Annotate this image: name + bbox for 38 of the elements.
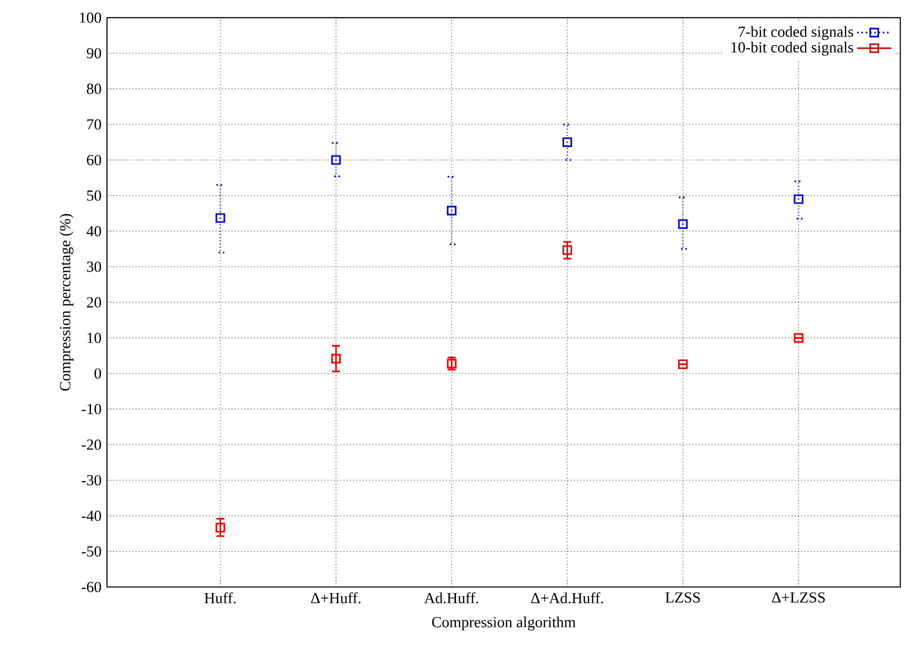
legend-label: 10-bit coded signals	[732, 42, 854, 56]
y-tick-label: 30	[87, 262, 102, 272]
point	[794, 194, 804, 204]
x-tick-label: Huff.	[204, 592, 236, 604]
point	[216, 522, 226, 532]
x-tick-label: Ad.Huff.	[424, 592, 478, 604]
y-axis-title: Compression percentage (%)	[60, 214, 74, 391]
y-tick-label: 10	[88, 332, 102, 344]
y-tick-label: 60	[86, 154, 102, 166]
y-tick-label: 100	[80, 12, 102, 23]
y-tick-label: 90	[86, 48, 102, 58]
point	[331, 155, 341, 165]
y-tick-label: -30	[82, 475, 102, 486]
x-tick-label: Δ+LZSS	[772, 592, 825, 603]
y-tick-label: 50	[87, 190, 102, 201]
point	[562, 245, 572, 255]
point	[678, 219, 688, 229]
point	[562, 137, 572, 147]
x-tick-label: Δ+Ad.Huff.	[531, 592, 604, 604]
y-tick-label: 0	[94, 368, 102, 379]
point	[678, 359, 688, 370]
y-tick-label: 20	[86, 297, 102, 308]
x-tick-label: Δ+Huff.	[311, 592, 360, 604]
point	[331, 354, 341, 364]
y-tick-label: -40	[82, 510, 102, 521]
y-tick-label: -10	[82, 404, 102, 414]
x-axis-title: Compression algorithm	[432, 616, 576, 630]
y-tick-label: -50	[82, 546, 102, 557]
point	[216, 213, 226, 223]
y-tick-label: -20	[82, 439, 102, 450]
y-tick-label: -60	[82, 582, 102, 592]
y-tick-label: 70	[87, 119, 102, 130]
point	[446, 206, 456, 216]
y-tick-label: 40	[86, 226, 102, 236]
legend-label: 7-bit coded signals	[738, 26, 854, 40]
point	[794, 333, 804, 343]
x-tick-label: LZSS	[665, 592, 700, 603]
y-tick-label: 80	[86, 84, 102, 94]
